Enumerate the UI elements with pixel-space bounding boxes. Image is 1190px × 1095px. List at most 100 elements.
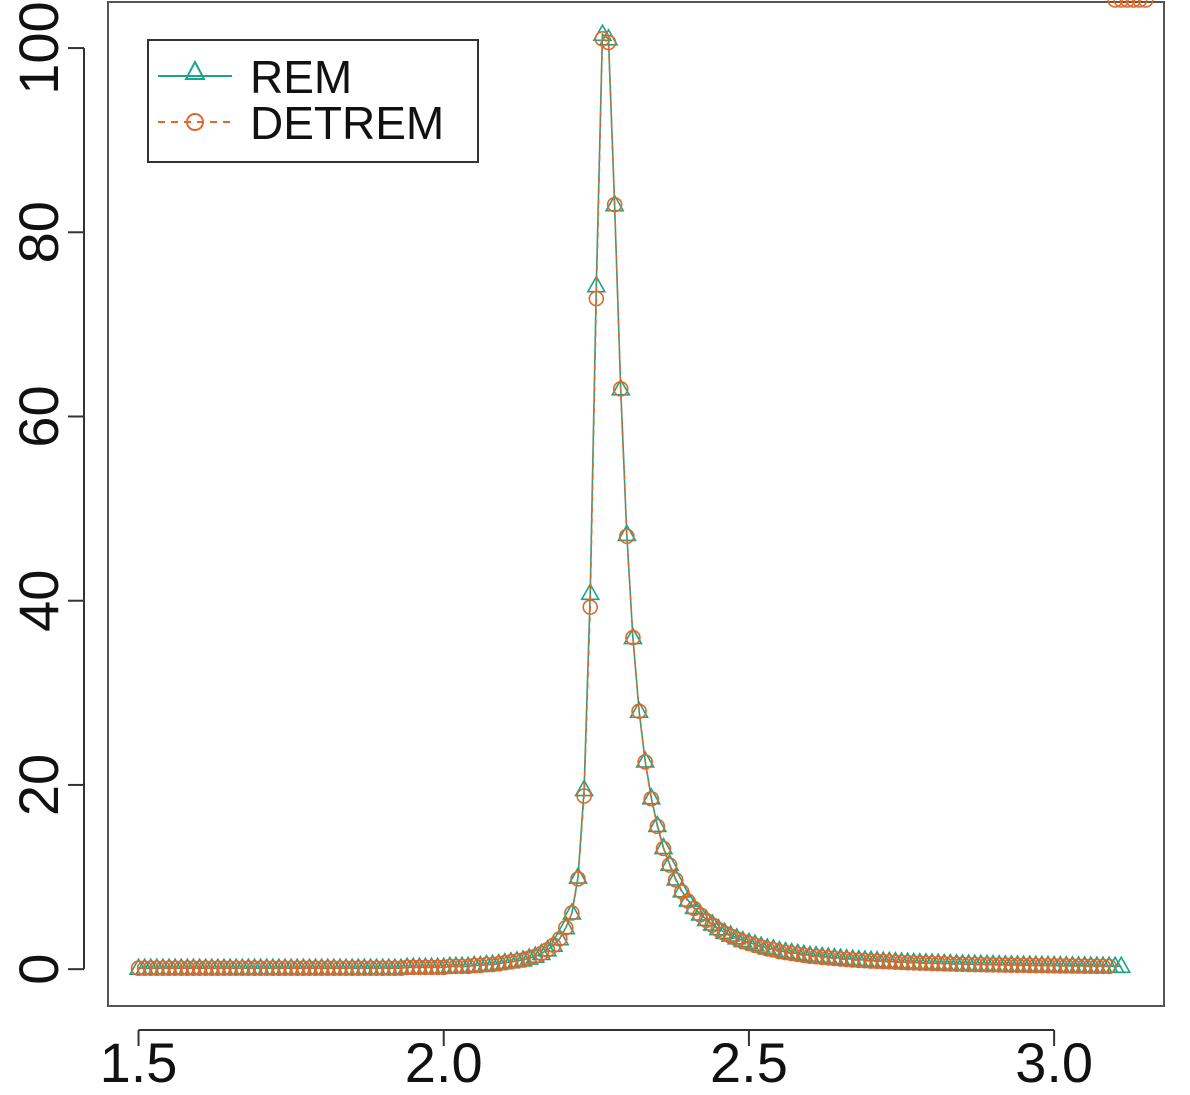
data-point-detrem <box>472 957 489 974</box>
legend: REM DETREM <box>147 39 479 163</box>
data-point-detrem <box>991 957 1007 973</box>
legend-detrem-label: DETREM <box>250 97 444 149</box>
data-point-detrem <box>1076 958 1093 975</box>
data-point-detrem <box>1082 958 1099 975</box>
data-point-detrem <box>161 960 177 977</box>
data-point-detrem <box>136 960 153 977</box>
data-point-detrem <box>283 960 299 977</box>
data-point-detrem <box>503 953 519 970</box>
data-point-detrem <box>356 960 373 977</box>
data-point-detrem <box>210 960 226 977</box>
data-point-rem <box>1111 955 1132 974</box>
chart-marks <box>128 0 1154 977</box>
data-point-detrem <box>301 960 318 977</box>
data-point-detrem <box>869 953 885 970</box>
data-point-detrem <box>1058 958 1075 974</box>
data-point-detrem <box>399 959 415 976</box>
data-point-rem <box>562 902 582 920</box>
data-point-rem <box>494 952 515 970</box>
data-point-rem <box>610 378 631 396</box>
data-point-detrem <box>338 960 354 977</box>
data-point-detrem <box>313 960 330 977</box>
y-tick-label: 40 <box>7 570 70 632</box>
data-point-detrem <box>350 960 367 977</box>
chart-axes: 1.5 2.0 2.5 3.0 0 20 40 60 80 100 <box>7 1 1093 1094</box>
series-detrem <box>130 0 1154 977</box>
data-point-detrem <box>881 954 898 970</box>
data-point-detrem <box>179 960 196 977</box>
data-point-detrem <box>863 953 879 969</box>
data-point-detrem <box>289 960 306 977</box>
data-point-detrem <box>1089 958 1105 975</box>
data-point-detrem <box>197 960 214 977</box>
data-point-detrem <box>912 955 928 971</box>
data-point-detrem <box>814 949 830 966</box>
data-point-detrem <box>167 960 183 977</box>
data-point-detrem <box>954 956 971 973</box>
data-point-detrem <box>875 953 892 970</box>
data-point-detrem <box>1040 957 1056 974</box>
data-point-detrem <box>783 945 800 962</box>
data-point-detrem <box>423 959 440 976</box>
data-point-detrem <box>777 944 794 961</box>
data-point-detrem <box>753 939 769 955</box>
data-point-detrem <box>850 952 867 969</box>
data-point-detrem <box>564 905 580 921</box>
data-point-detrem <box>271 960 287 977</box>
data-point-detrem <box>374 960 391 977</box>
data-point-detrem <box>936 956 953 972</box>
data-point-detrem <box>1101 958 1117 975</box>
data-point-detrem <box>252 960 269 977</box>
data-point-detrem <box>332 960 348 977</box>
data-point-detrem <box>265 960 281 977</box>
y-tick-label: 100 <box>7 1 70 94</box>
data-point-detrem <box>606 196 623 213</box>
data-point-rem <box>482 953 503 972</box>
data-point-detrem <box>277 960 293 977</box>
data-point-rem <box>555 917 576 935</box>
data-point-rem <box>641 787 662 805</box>
data-point-rem <box>653 836 674 855</box>
data-point-detrem <box>643 790 660 807</box>
data-point-detrem <box>393 960 409 977</box>
data-point-detrem <box>918 955 934 972</box>
data-point-detrem <box>997 957 1014 973</box>
data-point-detrem <box>979 957 995 973</box>
data-point-detrem <box>1046 958 1062 974</box>
data-point-detrem <box>405 959 422 976</box>
data-point-detrem <box>185 960 202 977</box>
data-point-detrem <box>1003 957 1020 973</box>
data-point-detrem <box>478 956 495 973</box>
data-point-detrem <box>203 960 220 977</box>
data-point-detrem <box>319 960 336 977</box>
data-point-detrem <box>826 950 843 967</box>
data-point-detrem <box>429 959 446 976</box>
data-point-detrem <box>1064 958 1081 974</box>
data-point-detrem <box>661 857 678 873</box>
data-point-detrem <box>637 754 653 770</box>
data-point-detrem <box>887 954 904 970</box>
data-point-detrem <box>808 948 824 965</box>
data-point-rem <box>635 750 656 768</box>
data-point-detrem <box>893 954 910 971</box>
data-point-detrem <box>496 954 513 971</box>
y-tick-label: 0 <box>7 954 70 985</box>
legend-rem-triangle-marker <box>184 59 206 80</box>
x-tick-label: 2.0 <box>405 1031 483 1094</box>
data-point-detrem <box>832 951 849 967</box>
data-point-detrem <box>484 956 501 973</box>
data-point-detrem <box>509 953 525 969</box>
data-point-detrem <box>966 956 983 973</box>
data-point-rem <box>507 950 527 968</box>
data-point-detrem <box>796 947 812 964</box>
data-point-detrem <box>631 703 647 720</box>
y-tick-label: 80 <box>7 201 70 263</box>
data-point-rem <box>391 957 411 976</box>
data-point-detrem <box>1028 957 1044 974</box>
data-point-detrem <box>1137 0 1154 8</box>
data-point-detrem <box>1009 957 1026 974</box>
data-point-detrem <box>570 871 586 887</box>
data-point-detrem <box>930 955 946 972</box>
data-point-detrem <box>600 34 617 51</box>
data-point-detrem <box>362 960 379 977</box>
